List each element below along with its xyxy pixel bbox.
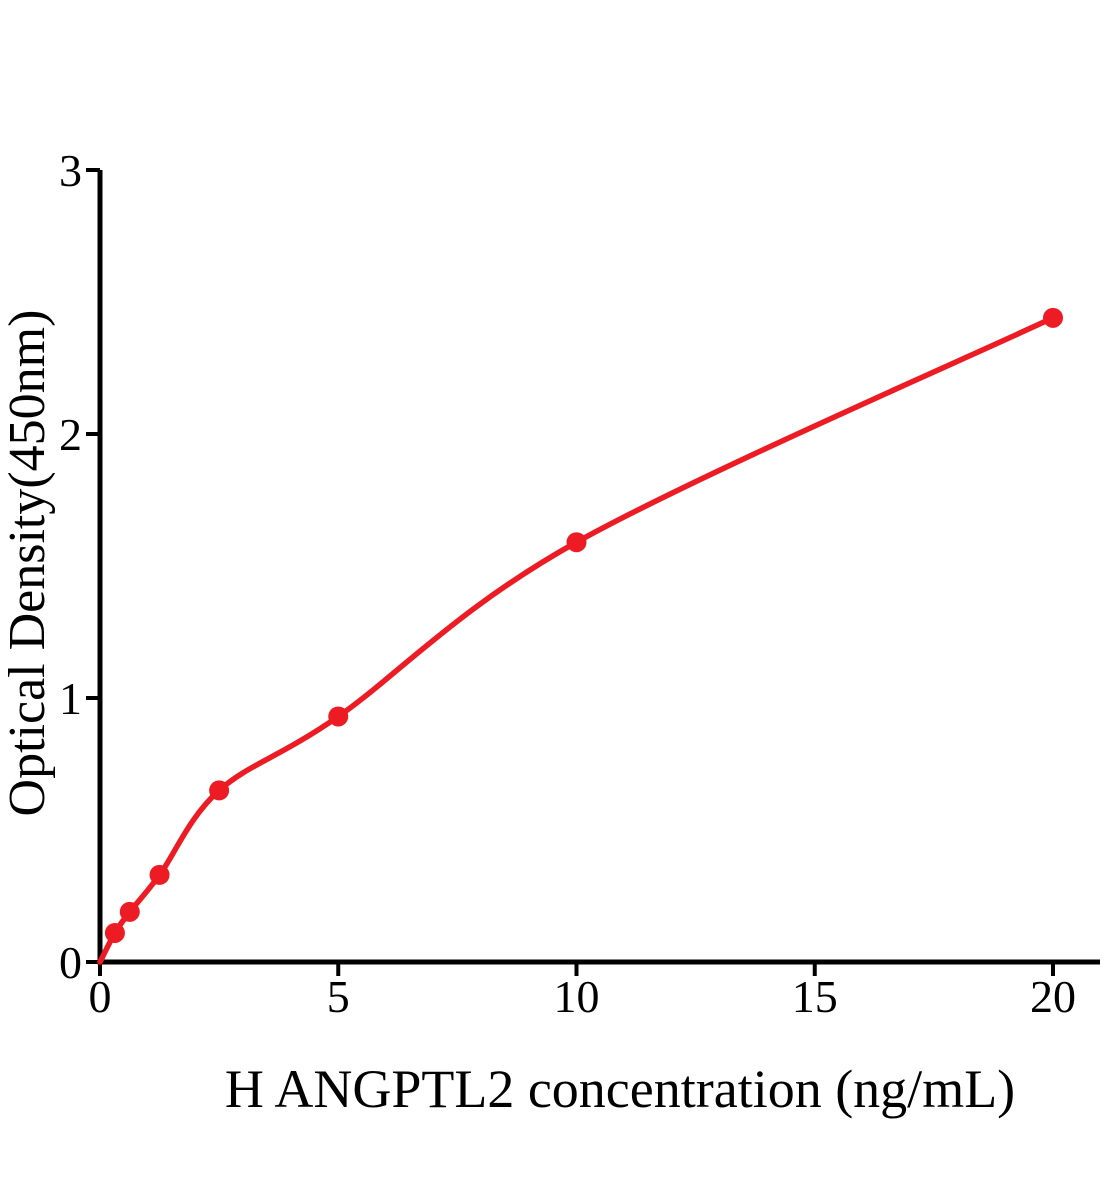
y-tick-label: 1	[59, 673, 82, 724]
fitted-curve	[97, 315, 1056, 965]
data-point	[209, 780, 230, 801]
data-point	[119, 901, 140, 922]
x-tick-label: 5	[327, 971, 350, 1022]
y-tick-label: 3	[59, 145, 82, 196]
axis-ticks	[86, 168, 1055, 976]
x-axis-title: H ANGPTL2 concentration (ng/mL)	[225, 1059, 1015, 1119]
x-tick-label: 20	[1030, 971, 1076, 1022]
data-point	[1043, 307, 1063, 328]
data-point	[566, 532, 587, 553]
y-tick-label: 2	[59, 409, 82, 460]
standard-curve-path	[97, 315, 1056, 965]
data-points	[104, 307, 1063, 943]
y-tick-label: 0	[59, 937, 82, 988]
x-tick-label: 15	[792, 971, 838, 1022]
y-axis-title: Optical Density(450nm)	[0, 310, 56, 817]
x-tick-label: 0	[89, 971, 112, 1022]
x-tick-label: 10	[554, 971, 600, 1022]
data-point	[328, 706, 349, 727]
axis-tick-labels: 0 5 10 15 20 0 1 2 3	[59, 145, 1076, 1022]
data-point	[149, 864, 170, 885]
axes	[97, 170, 1100, 965]
data-point	[104, 922, 125, 943]
